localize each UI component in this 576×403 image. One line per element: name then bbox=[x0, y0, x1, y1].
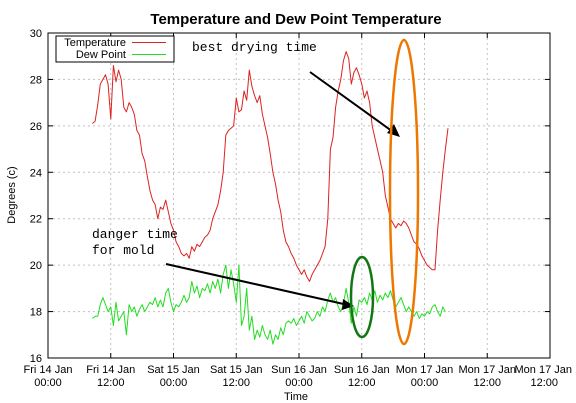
x-tick-label-time: 00:00 bbox=[285, 377, 313, 389]
annotation-danger-mold-text-line2: for mold bbox=[92, 243, 154, 258]
x-axis-label: Time bbox=[284, 391, 308, 403]
best-drying-ellipse bbox=[388, 38, 420, 346]
legend: Temperature Dew Point bbox=[55, 35, 175, 63]
x-tick-label-day: Mon 17 Jan bbox=[396, 364, 453, 376]
x-tick-label-time: 12:00 bbox=[97, 377, 125, 389]
x-tick-label-time: 12:00 bbox=[348, 377, 376, 389]
y-tick-label: 30 bbox=[30, 28, 42, 40]
x-tick-label-time: 12:00 bbox=[473, 377, 501, 389]
annotation-danger-mold: danger time for mold bbox=[92, 227, 375, 339]
x-tick-label-day: Fri 14 Jan bbox=[24, 364, 73, 376]
y-tick-label: 18 bbox=[30, 307, 42, 319]
legend-box bbox=[55, 35, 175, 63]
annotation-danger-mold-arrowhead bbox=[342, 299, 354, 310]
x-tick-label-day: Sat 15 Jan bbox=[210, 364, 263, 376]
series-line-dew-point bbox=[92, 264, 446, 345]
y-tick-label: 24 bbox=[30, 167, 42, 179]
x-tick-label-day: Mon 17 Jan bbox=[459, 364, 516, 376]
y-tick-label: 22 bbox=[30, 214, 42, 226]
x-tick-label-time: 00:00 bbox=[34, 377, 62, 389]
legend-label-dew-point: Dew Point bbox=[76, 49, 126, 61]
legend-label-temperature: Temperature bbox=[64, 37, 126, 49]
x-tick-label-time: 00:00 bbox=[411, 377, 439, 389]
danger-mold-ellipse bbox=[349, 255, 375, 339]
annotation-best-drying-text: best drying time bbox=[192, 40, 317, 55]
x-tick-label-day: Sun 16 Jan bbox=[271, 364, 327, 376]
x-tick-label-time: 00:00 bbox=[160, 377, 188, 389]
x-tick-label-day: Mon 17 Jan bbox=[515, 364, 572, 376]
annotation-danger-mold-arrow bbox=[165, 263, 349, 306]
y-tick-label: 26 bbox=[30, 121, 42, 133]
x-tick-label-day: Fri 14 Jan bbox=[86, 364, 135, 376]
y-axis-label: Degrees (c) bbox=[6, 166, 18, 223]
x-tick-label-day: Sun 16 Jan bbox=[334, 364, 390, 376]
y-tick-label: 28 bbox=[30, 74, 42, 86]
chart-title: Temperature and Dew Point Temperature bbox=[150, 11, 441, 28]
y-axis-ticks: 16 18 20 22 24 26 28 30 bbox=[30, 28, 550, 365]
x-tick-label-day: Sat 15 Jan bbox=[147, 364, 200, 376]
y-tick-label: 16 bbox=[30, 353, 42, 365]
series-layer bbox=[92, 51, 449, 345]
y-tick-label: 20 bbox=[30, 260, 42, 272]
annotation-best-drying-arrow bbox=[309, 71, 397, 135]
series-line-temperature bbox=[92, 51, 449, 282]
grid-lines bbox=[48, 33, 550, 358]
annotation-danger-mold-text-line1: danger time bbox=[92, 227, 178, 242]
annotation-best-drying: best drying time bbox=[192, 38, 420, 346]
x-tick-label-time: 12:00 bbox=[222, 377, 250, 389]
x-tick-label-time: 12:00 bbox=[530, 377, 558, 389]
